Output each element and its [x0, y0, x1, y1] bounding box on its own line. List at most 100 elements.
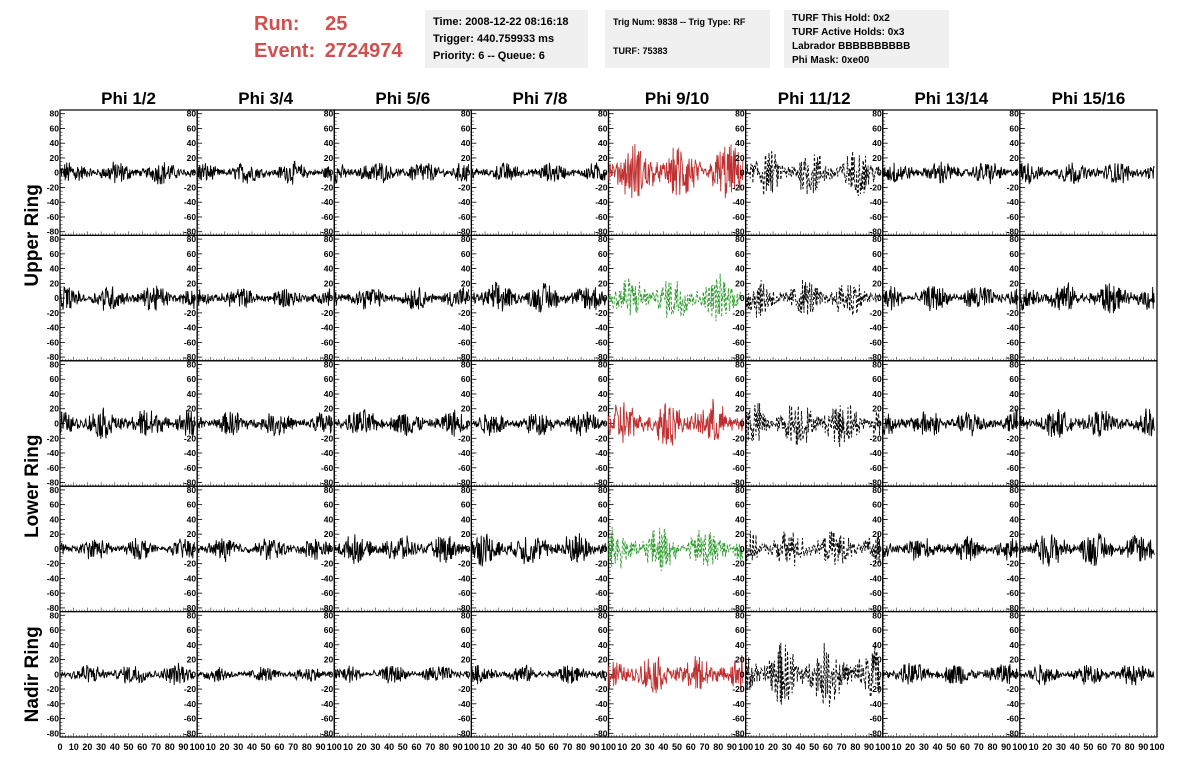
- y-tick-label: -60: [869, 463, 882, 473]
- y-tick-label: 80: [324, 234, 334, 244]
- y-tick-label: -80: [732, 603, 745, 613]
- y-tick-label: -40: [184, 448, 197, 458]
- x-tick-label: 30: [645, 742, 655, 752]
- y-tick-label: 80: [598, 485, 608, 495]
- waveform-panel: -80 -60 -40 -20 0 20 40 60 80: [47, 234, 198, 362]
- y-tick-label: -40: [47, 448, 60, 458]
- waveform-trace: [1019, 664, 1155, 686]
- y-tick-label: 80: [598, 234, 608, 244]
- x-tick-label: 50: [946, 742, 956, 752]
- y-tick-label: 40: [50, 514, 60, 524]
- y-tick-label: -20: [869, 308, 882, 318]
- y-tick-label: -40: [321, 699, 334, 709]
- y-tick-label: 0: [740, 168, 745, 178]
- y-tick-label: 60: [735, 625, 745, 635]
- y-tick-label: 40: [735, 389, 745, 399]
- y-tick-label: -40: [595, 699, 608, 709]
- y-tick-label: 40: [187, 138, 197, 148]
- panel-frame: [745, 485, 884, 613]
- y-tick-label: 0: [877, 293, 882, 303]
- y-tick-label: -40: [321, 197, 334, 207]
- y-tick-label: -40: [184, 699, 197, 709]
- y-tick-label: -80: [595, 352, 608, 362]
- waveform-trace: [1019, 162, 1155, 185]
- y-tick-label: 20: [324, 655, 334, 665]
- y-tick-label: 60: [461, 123, 471, 133]
- waveform-trace: [333, 286, 470, 310]
- y-tick-label: -40: [869, 448, 882, 458]
- y-tick-label: 80: [324, 485, 334, 495]
- waveform-trace: [745, 279, 881, 318]
- waveform-trace: [59, 161, 195, 185]
- y-tick-label: -80: [869, 603, 882, 613]
- y-tick-label: 60: [1009, 500, 1019, 510]
- y-tick-label: 0: [329, 419, 334, 429]
- y-tick-label: -20: [47, 559, 60, 569]
- y-tick-label: -80: [869, 352, 882, 362]
- waveform-trace: [333, 409, 470, 437]
- y-tick-label: 80: [324, 109, 334, 119]
- y-tick-label: 0: [329, 293, 334, 303]
- info-box-trig: Trig Num: 9838 -- Trig Type: RF TURF: 75…: [605, 10, 770, 68]
- y-tick-label: 0: [191, 669, 196, 679]
- y-tick-label: -20: [184, 433, 197, 443]
- y-tick-label: -60: [595, 463, 608, 473]
- x-tick-label: 10: [754, 742, 764, 752]
- y-tick-label: 0: [329, 544, 334, 554]
- y-tick-label: -60: [869, 212, 882, 222]
- y-tick-label: 40: [598, 138, 608, 148]
- x-tick-label: 20: [905, 742, 915, 752]
- y-tick-label: -20: [595, 684, 608, 694]
- y-tick-label: 20: [1009, 278, 1019, 288]
- y-tick-label: 0: [877, 544, 882, 554]
- y-tick-label: -40: [184, 323, 197, 333]
- y-tick-label: -80: [458, 227, 471, 237]
- column-title: Phi 7/8: [513, 89, 568, 108]
- x-tick-label: 50: [124, 742, 134, 752]
- x-tick-label: 80: [850, 742, 860, 752]
- y-tick-label: 80: [324, 359, 334, 369]
- y-tick-label: -60: [732, 463, 745, 473]
- x-tick-label: 50: [672, 742, 682, 752]
- y-tick-label: 0: [1014, 293, 1019, 303]
- x-tick-label: 20: [1042, 742, 1052, 752]
- x-tick-label: 20: [631, 742, 641, 752]
- y-tick-label: 40: [598, 514, 608, 524]
- column-title: Phi 9/10: [645, 89, 709, 108]
- y-tick-label: 0: [603, 293, 608, 303]
- y-tick-label: 20: [872, 529, 882, 539]
- y-tick-label: 60: [50, 500, 60, 510]
- waveform-trace: [608, 526, 744, 572]
- waveform-trace: [1019, 533, 1155, 567]
- waveform-panel: -80 -60 -40 -20 0 20 40 60 80: [184, 109, 335, 237]
- waveform-panel: -80 -60 -40 -20 0 20 40 60 80: [321, 610, 472, 738]
- waveform-trace: [745, 530, 881, 567]
- x-tick-label: 10: [891, 742, 901, 752]
- x-tick-label: 30: [233, 742, 243, 752]
- y-tick-label: -20: [458, 559, 471, 569]
- y-tick-label: 20: [1009, 655, 1019, 665]
- waveform-trace: [608, 398, 744, 446]
- y-tick-label: -20: [321, 684, 334, 694]
- y-tick-label: 0: [54, 544, 59, 554]
- waveform-panel: -80 -60 -40 -20 0 20 40 60 80: [184, 610, 335, 738]
- y-tick-label: 60: [187, 500, 197, 510]
- y-tick-label: -40: [47, 699, 60, 709]
- y-tick-label: -20: [321, 433, 334, 443]
- y-tick-label: 0: [466, 168, 471, 178]
- x-tick-label: 90: [1138, 742, 1148, 752]
- x-tick-label: 20: [494, 742, 504, 752]
- y-tick-label: -80: [595, 728, 608, 738]
- waveform-trace: [882, 535, 1018, 561]
- y-tick-label: 20: [187, 404, 197, 414]
- x-tick-label: 100: [464, 742, 479, 752]
- column-title: Phi 11/12: [778, 89, 851, 108]
- y-tick-label: -40: [1007, 197, 1020, 207]
- x-tick-label: 30: [96, 742, 106, 752]
- x-tick-label: 100: [190, 742, 205, 752]
- y-tick-label: -60: [184, 463, 197, 473]
- x-tick-label: 20: [220, 742, 230, 752]
- y-tick-label: -80: [47, 352, 60, 362]
- y-tick-label: 80: [187, 485, 197, 495]
- y-tick-label: -40: [458, 197, 471, 207]
